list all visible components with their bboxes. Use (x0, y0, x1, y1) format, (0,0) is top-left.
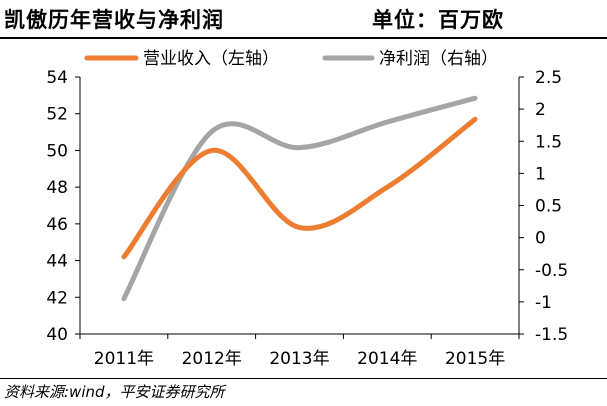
series-line-revenue (121, 116, 478, 260)
left-y-tick-label: 42 (46, 288, 68, 308)
series-line-net-profit (121, 95, 478, 302)
chart-title: 凯傲历年营收与净利润 (4, 8, 224, 32)
right-y-tick-label: -0.5 (535, 261, 568, 281)
x-tick-label: 2013年 (269, 349, 329, 369)
footer-divider (0, 378, 607, 379)
legend-revenue-label: 营业收入（左轴） (143, 49, 279, 69)
right-y-tick-label: -1 (535, 293, 552, 313)
left-y-tick-label: 40 (46, 325, 68, 345)
x-tick-label: 2012年 (182, 349, 242, 369)
left-y-tick-label: 44 (46, 252, 68, 272)
title-divider (0, 37, 607, 39)
line-chart: 40 42 44 46 48 50 52 54 -1.5 -1 -0.5 0 0.5 1 1.5 2 2.5 20… (46, 49, 568, 369)
left-y-tick-label: 48 (46, 178, 68, 198)
x-tick-label: 2011年 (94, 349, 154, 369)
left-y-tick-label: 50 (46, 141, 68, 161)
right-y-tick-label: 0 (535, 229, 546, 249)
right-y-tick-label: 2 (535, 100, 546, 120)
right-y-tick-label: 1 (535, 164, 546, 184)
unit-label: 单位：百万欧 (372, 8, 504, 32)
right-y-tick-label: 0.5 (535, 197, 562, 217)
right-y-tick-label: 2.5 (535, 68, 562, 88)
x-tick-label: 2015年 (445, 349, 505, 369)
x-tick-label: 2014年 (357, 349, 417, 369)
left-y-tick-label: 54 (46, 68, 68, 88)
left-y-tick-label: 52 (46, 105, 68, 125)
right-y-tick-label: 1.5 (535, 132, 562, 152)
legend-net-profit-label: 净利润（右轴） (379, 49, 498, 69)
source-note: 资料来源:wind，平安证券研究所 (4, 383, 225, 401)
right-y-tick-label: -1.5 (535, 325, 568, 345)
title-bar: 凯傲历年营收与净利润 单位：百万欧 (0, 0, 607, 39)
left-y-tick-label: 46 (46, 215, 68, 235)
